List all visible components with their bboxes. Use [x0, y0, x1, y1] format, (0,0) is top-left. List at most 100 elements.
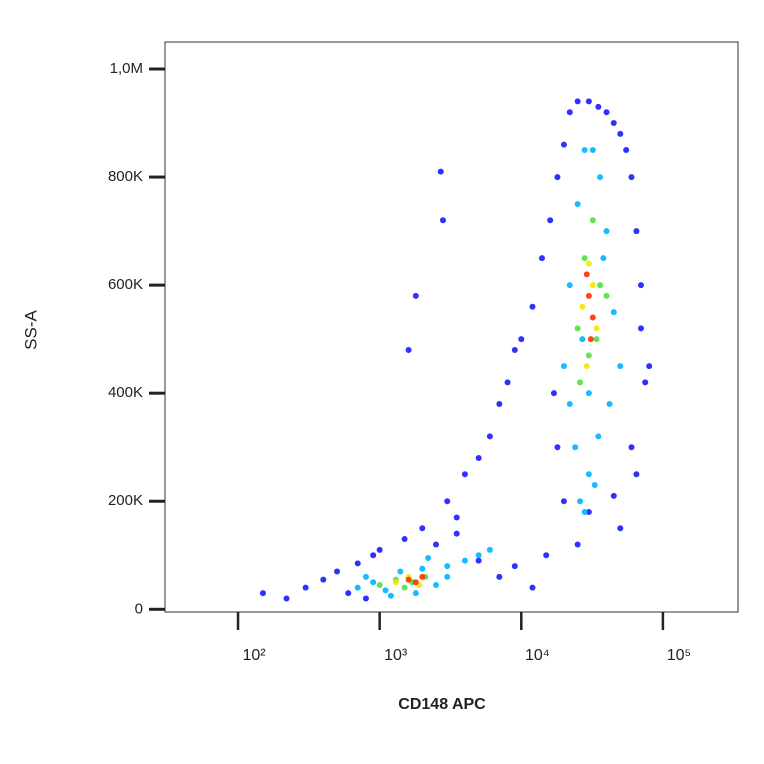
data-point: [581, 255, 588, 262]
data-point: [585, 352, 592, 359]
data-point: [554, 174, 561, 181]
data-point: [345, 590, 352, 597]
data-point: [633, 228, 640, 235]
data-point: [603, 109, 610, 116]
data-point: [633, 471, 640, 478]
data-point: [574, 541, 581, 548]
data-point: [518, 336, 525, 343]
data-point: [433, 581, 440, 588]
data-point: [401, 584, 408, 591]
data-point: [486, 546, 493, 553]
data-point: [585, 98, 592, 105]
data-point: [370, 579, 377, 586]
data-point: [444, 563, 451, 570]
x-tick-label: 10²: [242, 647, 266, 664]
y-axis-title: SS-A: [21, 310, 40, 350]
data-point: [392, 579, 399, 586]
data-point: [486, 433, 493, 440]
data-point: [566, 282, 573, 289]
data-point: [623, 147, 630, 154]
plot-frame: [164, 41, 739, 613]
x-tick-label: 10⁴: [525, 647, 550, 664]
data-point: [577, 498, 584, 505]
data-point: [401, 536, 408, 543]
data-point: [610, 309, 617, 316]
data-point: [283, 595, 290, 602]
data-point: [642, 379, 649, 386]
data-point: [566, 109, 573, 116]
data-point: [600, 255, 607, 262]
data-point: [617, 525, 624, 532]
data-point: [603, 228, 610, 235]
data-point: [560, 363, 567, 370]
data-point: [585, 260, 592, 267]
data-point: [577, 379, 584, 386]
data-point: [543, 552, 550, 559]
data-point: [589, 282, 596, 289]
y-tick-label: 0: [135, 600, 143, 617]
data-point: [597, 282, 604, 289]
y-tick-label: 800K: [108, 168, 143, 185]
data-point: [593, 336, 600, 343]
data-point: [585, 390, 592, 397]
data-point: [461, 557, 468, 564]
data-point: [560, 141, 567, 148]
data-point: [610, 120, 617, 127]
data-point: [496, 400, 503, 407]
data-point: [554, 444, 561, 451]
data-point: [581, 147, 588, 154]
data-point: [419, 573, 426, 580]
data-point: [376, 581, 383, 588]
data-point: [646, 363, 653, 370]
data-point: [511, 563, 518, 570]
data-point: [560, 498, 567, 505]
data-point: [583, 271, 590, 278]
y-tick-label: 400K: [108, 384, 143, 401]
data-point: [628, 174, 635, 181]
data-point: [302, 584, 309, 591]
data-point: [585, 292, 592, 299]
data-point: [610, 492, 617, 499]
data-point: [617, 363, 624, 370]
data-point: [259, 590, 266, 597]
data-point: [382, 587, 389, 594]
data-point: [550, 390, 557, 397]
x-axis-title: CD148 APC: [398, 696, 486, 713]
data-point: [585, 509, 592, 516]
data-point: [606, 400, 613, 407]
data-point: [425, 554, 432, 561]
data-point: [320, 576, 327, 583]
data-point: [589, 314, 596, 321]
data-point: [566, 400, 573, 407]
data-point: [354, 584, 361, 591]
data-point: [437, 168, 444, 175]
data-point: [433, 541, 440, 548]
data-point: [574, 325, 581, 332]
data-point: [585, 471, 592, 478]
data-point: [334, 568, 341, 575]
data-point: [475, 552, 482, 559]
data-point: [405, 576, 412, 583]
data-point: [637, 325, 644, 332]
data-point: [617, 130, 624, 137]
data-point: [593, 325, 600, 332]
data-point: [362, 595, 369, 602]
data-point: [595, 433, 602, 440]
data-point: [444, 498, 451, 505]
data-point: [529, 584, 536, 591]
data-point: [419, 525, 426, 532]
data-point: [444, 573, 451, 580]
data-point: [354, 560, 361, 567]
x-tick-label: 10⁵: [667, 647, 691, 664]
data-point: [397, 568, 404, 575]
data-point: [597, 174, 604, 181]
data-point: [412, 292, 419, 299]
data-point: [589, 217, 596, 224]
data-point: [439, 217, 446, 224]
data-point: [504, 379, 511, 386]
data-point: [591, 482, 598, 489]
data-point: [587, 336, 594, 343]
data-point: [595, 103, 602, 110]
data-point: [453, 530, 460, 537]
